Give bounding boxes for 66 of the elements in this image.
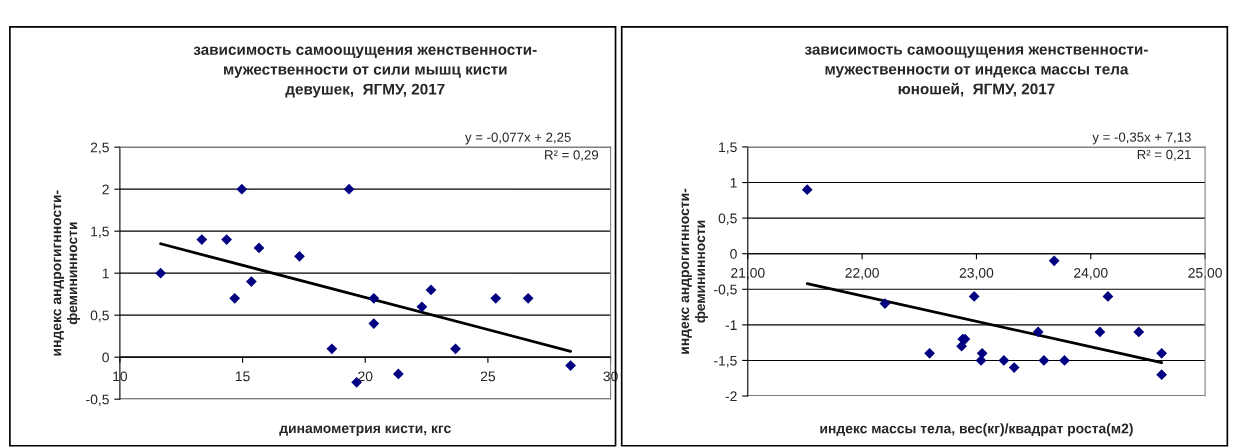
point <box>924 347 935 359</box>
point <box>294 250 305 262</box>
point <box>221 234 232 245</box>
point <box>968 291 980 302</box>
point <box>196 234 208 245</box>
x-tick-label: 25 <box>480 371 496 382</box>
y-tick-label: 1 <box>102 268 109 279</box>
chart-title: зависимость самоощущения женственности- мужественности от индекса массы тела юношей, ЯГМУ, 2017 <box>804 46 1148 97</box>
text: y = -0,35x + 7,13 <box>1092 132 1191 145</box>
x-axis-title: индекс массы тела, вес(кг)/квадрат роста(м2) <box>820 423 1133 437</box>
y-tick-label: 2,5 <box>90 142 109 154</box>
point <box>236 183 248 195</box>
y-tick-label: 0 <box>730 249 737 259</box>
x-tick-label: 15 <box>235 371 250 382</box>
y-tick-label: 2 <box>102 184 109 195</box>
point <box>998 355 1010 366</box>
x-tick-label: 20 <box>358 371 373 382</box>
point <box>1008 362 1020 373</box>
point <box>343 183 355 195</box>
point <box>368 292 380 304</box>
annotation: R² = 0,29 <box>545 150 599 162</box>
point <box>522 292 534 304</box>
y-tick-label: -1,5 <box>714 355 737 368</box>
point <box>1133 326 1145 338</box>
point <box>976 347 988 359</box>
point <box>450 343 461 355</box>
point <box>425 284 437 296</box>
x-tick-label: 22,00 <box>845 267 879 280</box>
point <box>253 242 265 254</box>
point <box>1102 291 1114 302</box>
y-axis-title: индекс андрогигнности- фемининности <box>53 190 80 356</box>
y-tick-label: 0,5 <box>90 310 109 322</box>
point <box>1156 369 1168 381</box>
point <box>368 318 380 329</box>
annotation: R² = 0,21 <box>1137 149 1191 161</box>
point <box>416 301 428 313</box>
point <box>1038 355 1050 366</box>
point <box>1048 255 1060 267</box>
y-tick-label: 1 <box>730 178 737 188</box>
y-tick-label: -0,5 <box>86 394 109 406</box>
point <box>1156 347 1168 359</box>
x-tick-label: 25,00 <box>1188 267 1222 280</box>
y-tick-label: 0 <box>102 352 109 363</box>
y-tick-label: -0,5 <box>714 284 737 297</box>
y-tick-label: 1,5 <box>91 226 109 238</box>
y-tick-label: -2 <box>725 391 737 402</box>
point <box>155 267 166 279</box>
x-tick-label: 24,00 <box>1074 267 1108 280</box>
point <box>490 292 502 304</box>
chart-title: зависимость самоощущения женственности- мужественности от сили мышц кисти девушек, ЯГМУ, 2017 <box>193 46 537 98</box>
y-axis-title: индекс андрогигнности- фемининности <box>681 188 708 354</box>
point <box>1059 355 1070 366</box>
x-axis-title: динамометрия кисти, кгс <box>279 425 451 436</box>
y-tick-label: 0,5 <box>718 213 737 225</box>
text: y = -0,077x + 2,25 <box>465 132 571 145</box>
point <box>1094 326 1106 338</box>
y-tick-label: -1 <box>725 320 737 330</box>
point <box>326 343 338 355</box>
point <box>565 360 576 371</box>
x-tick-label: 23,00 <box>959 267 994 280</box>
point <box>246 276 257 287</box>
point <box>392 368 404 380</box>
point <box>801 184 813 196</box>
y-tick-label: 1,5 <box>719 142 737 154</box>
point <box>1032 326 1044 338</box>
point <box>229 292 241 304</box>
